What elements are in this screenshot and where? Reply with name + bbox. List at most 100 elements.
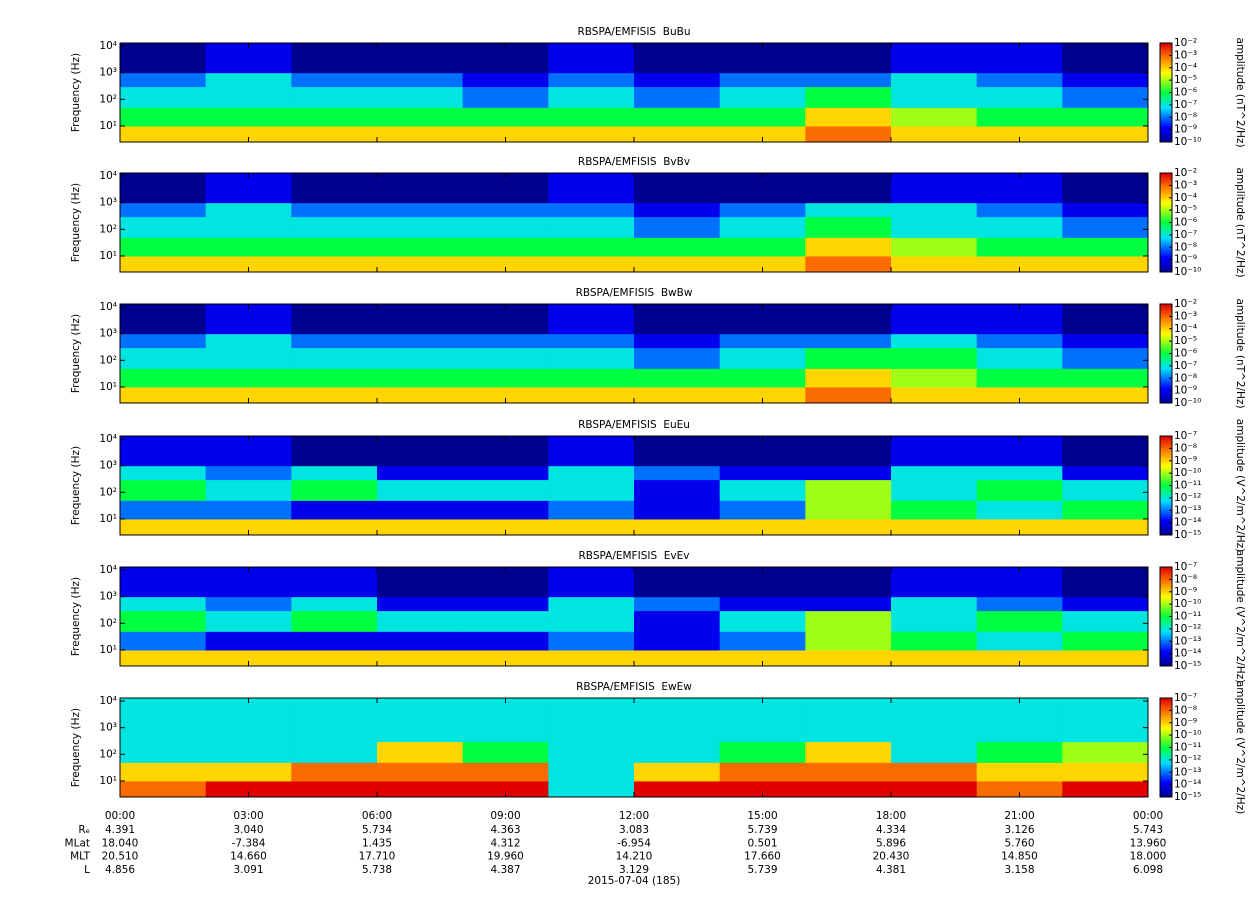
spectrogram-cell <box>805 479 892 501</box>
spectrogram-cell <box>891 649 978 667</box>
colorbar-swatch <box>1160 242 1172 245</box>
spectrogram-cell <box>548 347 635 369</box>
spectrogram-cell <box>548 202 635 218</box>
colorbar-swatch <box>1160 578 1172 581</box>
spectrogram-cell <box>891 610 978 632</box>
spectrogram-cell <box>976 596 1063 612</box>
x-tick-label: 12:00 <box>619 810 649 822</box>
colorbar-swatch <box>1160 528 1172 531</box>
colorbar-tick-label: 10⁻⁸ <box>1174 111 1197 123</box>
colorbar-swatch <box>1160 330 1172 333</box>
ephemeris-value: 0.501 <box>747 837 777 849</box>
spectrogram-cell <box>205 368 292 388</box>
spectrogram-cell <box>1062 386 1149 404</box>
spectrogram-cell <box>205 386 292 404</box>
ephemeris-value: 14.850 <box>1001 851 1038 863</box>
colorbar-label: amplitude (V^2/m^2/Hz) <box>1234 681 1246 814</box>
colorbar-swatch <box>1160 46 1172 49</box>
colorbar-swatch <box>1160 533 1172 536</box>
spectrogram-cell <box>719 72 806 88</box>
spectrogram-cell <box>205 780 292 798</box>
colorbar-swatch <box>1160 176 1172 179</box>
colorbar-swatch <box>1160 747 1172 750</box>
spectrogram-cell <box>120 202 207 218</box>
colorbar-swatch <box>1160 308 1172 312</box>
colorbar-swatch <box>1160 388 1172 391</box>
spectrogram-cell <box>805 237 892 257</box>
x-tick-label: 18:00 <box>876 810 906 822</box>
colorbar-swatch <box>1160 394 1172 397</box>
colorbar-swatch <box>1160 510 1172 513</box>
colorbar-swatch <box>1160 192 1172 195</box>
colorbar-swatch <box>1160 473 1172 477</box>
colorbar-swatch <box>1160 593 1172 596</box>
colorbar-swatch <box>1160 384 1172 387</box>
ephemeris-value: 5.896 <box>876 837 906 849</box>
spectrogram-cell <box>120 304 207 335</box>
spectrogram-cell <box>634 649 721 667</box>
spectrogram-cell <box>805 741 892 763</box>
spectrogram-cell <box>976 762 1063 782</box>
spectrogram-cell <box>548 762 635 782</box>
x-tick-label: 00:00 <box>1133 810 1163 822</box>
spectrogram-cell <box>891 347 978 369</box>
spectrogram-cell <box>120 762 207 782</box>
spectrogram-cell <box>805 304 892 335</box>
spectrogram-cell <box>205 86 292 108</box>
colorbar-swatch <box>1160 225 1172 228</box>
colorbar-swatch <box>1160 495 1172 498</box>
spectrogram-cell <box>377 237 464 257</box>
colorbar-swatch <box>1160 462 1172 465</box>
spectrogram-cell <box>205 741 292 763</box>
colorbar-swatch <box>1160 652 1172 655</box>
spectrogram-cell <box>120 698 207 729</box>
spectrogram-cell <box>891 107 978 127</box>
colorbar-swatch <box>1160 505 1172 508</box>
spectrogram-cell <box>634 86 721 108</box>
spectrogram-cell <box>805 173 892 204</box>
spectrogram-cell <box>377 107 464 127</box>
spectrogram-cell <box>120 386 207 404</box>
colorbar-swatch <box>1160 500 1172 503</box>
colorbar-swatch <box>1160 719 1172 722</box>
colorbar-swatch <box>1160 219 1172 222</box>
colorbar-swatch <box>1160 209 1172 212</box>
x-tick-label: 09:00 <box>490 810 520 822</box>
spectrogram-cell <box>205 479 292 501</box>
spectrogram-cell <box>377 347 464 369</box>
spectrogram-cell <box>976 255 1063 273</box>
spectrogram-cell <box>120 780 207 798</box>
spectrogram-cell <box>462 255 549 273</box>
spectrogram-cell <box>976 368 1063 388</box>
spectrogram-cell <box>805 727 892 743</box>
colorbar-swatch <box>1160 498 1172 501</box>
colorbar-swatch <box>1160 360 1172 363</box>
spectrogram-cell <box>891 465 978 481</box>
spectrogram-cell <box>120 465 207 481</box>
colorbar-swatch <box>1160 341 1172 345</box>
ephemeris-value: 3.158 <box>1004 864 1034 876</box>
colorbar-tick-label: 10⁻¹⁵ <box>1174 529 1201 541</box>
colorbar-swatch <box>1160 651 1172 654</box>
colorbar-tick-label: 10⁻⁹ <box>1174 717 1197 729</box>
spectrogram-cell <box>976 567 1063 598</box>
spectrogram-cell <box>719 762 806 782</box>
colorbar-swatch <box>1160 760 1172 763</box>
spectrogram-cell <box>205 649 292 667</box>
colorbar-swatch <box>1160 194 1172 197</box>
spectrogram-cell <box>120 649 207 667</box>
colorbar-swatch <box>1160 66 1172 69</box>
colorbar-swatch <box>1160 130 1172 133</box>
colorbar-swatch <box>1160 366 1172 369</box>
spectrogram-cell <box>377 567 464 598</box>
colorbar-swatch <box>1160 513 1172 516</box>
colorbar-swatch <box>1160 649 1172 652</box>
colorbar-swatch <box>1160 54 1172 57</box>
ephemeris-value: 5.739 <box>747 864 777 876</box>
spectrogram-cell <box>462 596 549 612</box>
spectrogram-cell <box>548 518 635 536</box>
spectrogram-cell <box>205 237 292 257</box>
colorbar-swatch <box>1160 716 1172 719</box>
colorbar-swatch <box>1160 189 1172 192</box>
spectrogram-cell <box>634 596 721 612</box>
